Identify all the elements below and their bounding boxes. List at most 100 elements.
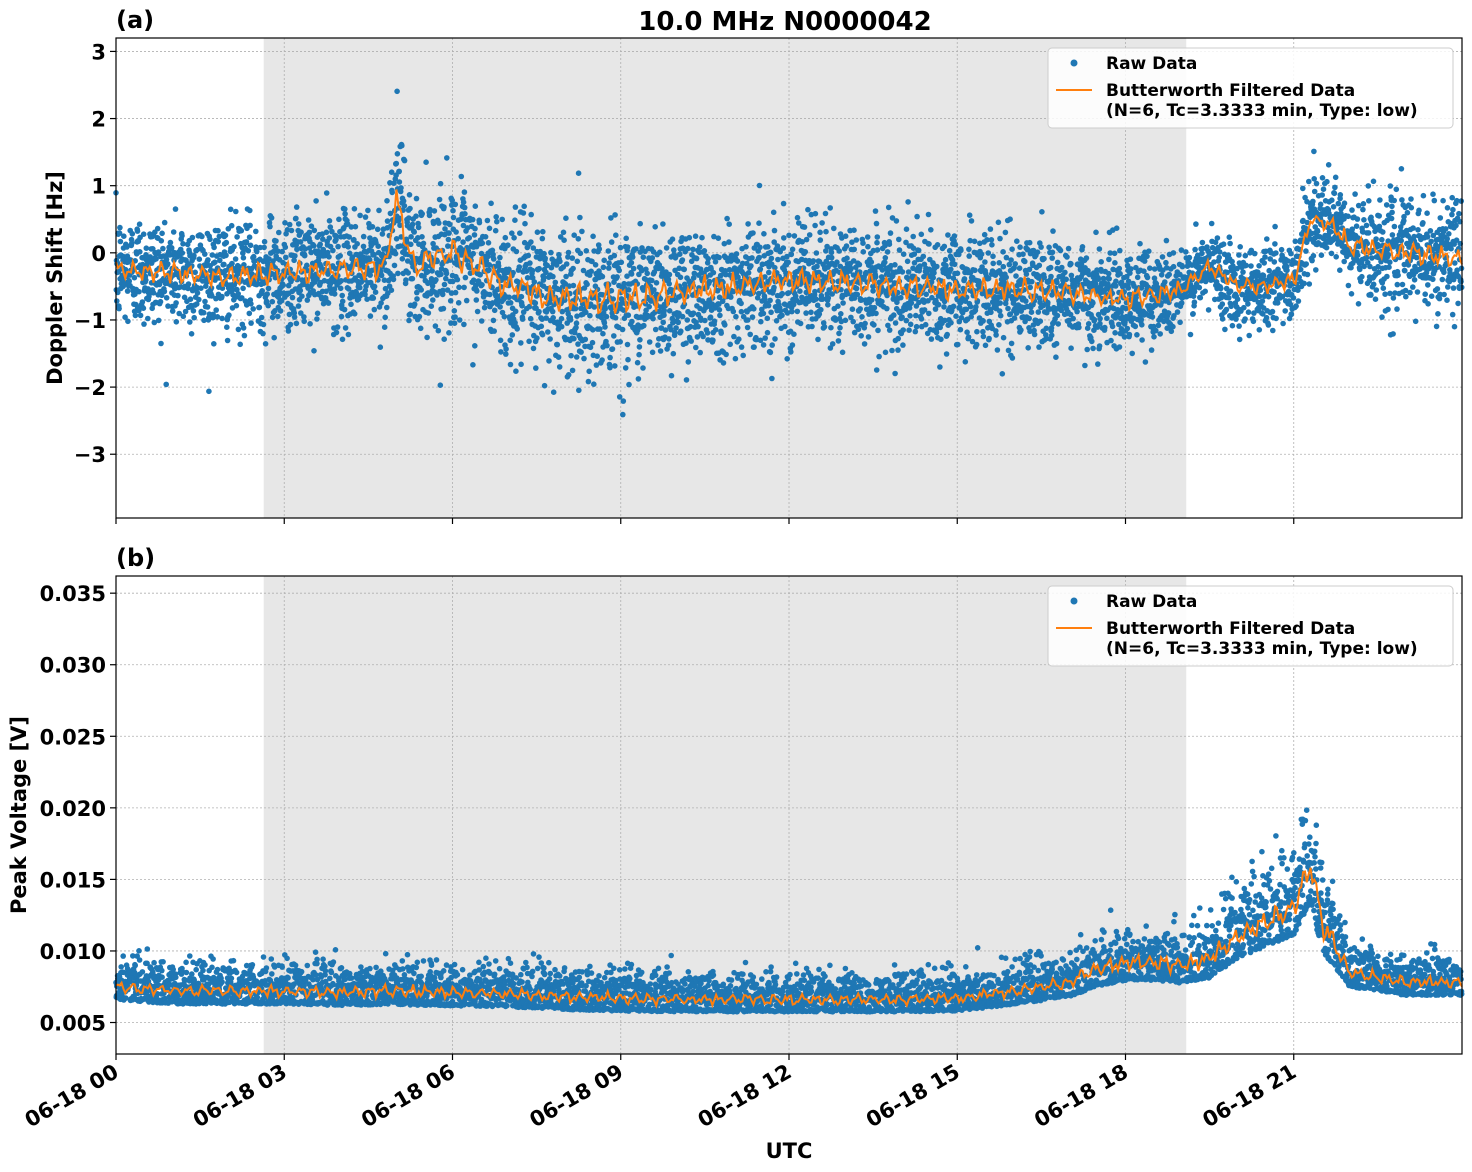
- raw-point: [637, 337, 643, 343]
- raw-point: [1216, 249, 1223, 255]
- raw-point: [1383, 202, 1390, 208]
- raw-point: [1035, 309, 1042, 315]
- raw-point: [141, 321, 147, 327]
- raw-point: [758, 318, 764, 325]
- raw-point: [453, 229, 459, 235]
- raw-point: [873, 220, 880, 227]
- raw-point: [876, 353, 882, 360]
- raw-point: [1109, 323, 1116, 330]
- raw-point: [1063, 276, 1069, 283]
- raw-point: [419, 211, 426, 217]
- raw-point: [270, 248, 277, 255]
- raw-point: [635, 376, 642, 382]
- raw-point: [185, 281, 192, 287]
- raw-point: [246, 234, 253, 240]
- raw-point: [390, 276, 397, 283]
- raw-point: [172, 281, 179, 287]
- raw-point: [241, 332, 248, 339]
- raw-point: [700, 333, 706, 340]
- raw-point: [565, 372, 572, 378]
- raw-point: [1097, 315, 1103, 322]
- raw-point: [835, 338, 842, 344]
- raw-point: [1163, 237, 1170, 244]
- raw-point: [618, 259, 625, 266]
- raw-point: [292, 253, 298, 259]
- raw-point: [757, 266, 764, 272]
- raw-point: [756, 182, 763, 189]
- raw-point: [1236, 323, 1242, 329]
- raw-point: [163, 381, 169, 388]
- raw-point: [1076, 324, 1082, 331]
- raw-point: [1248, 263, 1254, 269]
- raw-point: [137, 249, 143, 255]
- raw-point: [263, 298, 270, 305]
- raw-point: [1082, 362, 1088, 369]
- raw-point: [1271, 289, 1277, 295]
- raw-point: [844, 255, 850, 261]
- raw-point: [831, 225, 837, 232]
- raw-point: [408, 234, 414, 240]
- raw-point: [661, 307, 667, 314]
- raw-point: [374, 226, 381, 233]
- raw-point: [129, 240, 135, 246]
- raw-point: [1311, 176, 1317, 182]
- raw-point: [1364, 240, 1371, 247]
- raw-point: [472, 239, 479, 246]
- raw-point: [766, 269, 772, 276]
- raw-point: [765, 302, 772, 309]
- raw-point: [337, 253, 344, 259]
- raw-point: [444, 287, 451, 293]
- raw-point: [612, 212, 618, 218]
- raw-point: [246, 310, 253, 317]
- raw-point: [728, 294, 734, 300]
- raw-point: [1256, 263, 1262, 269]
- raw-point: [326, 253, 332, 260]
- raw-point: [1129, 350, 1135, 357]
- raw-point: [1345, 213, 1351, 220]
- raw-point: [427, 206, 433, 213]
- raw-point: [928, 227, 934, 233]
- raw-point: [229, 260, 235, 267]
- raw-point: [536, 308, 542, 315]
- raw-point: [306, 229, 313, 236]
- raw-point: [140, 305, 147, 312]
- raw-point: [547, 336, 553, 342]
- raw-point: [1192, 246, 1198, 253]
- raw-point: [542, 255, 548, 262]
- raw-point: [1303, 261, 1309, 267]
- raw-point: [784, 356, 790, 362]
- raw-point: [1232, 271, 1238, 278]
- raw-point: [505, 242, 511, 248]
- raw-point: [802, 249, 809, 255]
- raw-point: [470, 250, 477, 257]
- raw-point: [619, 326, 626, 333]
- raw-point: [320, 236, 326, 242]
- raw-point: [331, 286, 338, 292]
- raw-point: [265, 285, 272, 292]
- raw-point: [836, 248, 842, 254]
- raw-point: [1049, 249, 1056, 256]
- raw-point: [994, 347, 1001, 353]
- raw-point: [573, 324, 579, 331]
- raw-point: [583, 248, 590, 254]
- raw-point: [1333, 253, 1339, 260]
- raw-point: [926, 310, 932, 317]
- raw-point: [544, 262, 550, 269]
- raw-point: [1240, 269, 1246, 275]
- raw-point: [1197, 294, 1204, 301]
- raw-point: [788, 251, 795, 258]
- raw-point: [601, 257, 607, 264]
- raw-point: [961, 276, 968, 282]
- raw-point: [526, 338, 532, 345]
- raw-point: [117, 238, 124, 245]
- raw-point: [1379, 236, 1385, 243]
- raw-point: [173, 300, 179, 306]
- raw-point: [511, 235, 517, 241]
- raw-point: [981, 231, 988, 238]
- raw-point: [250, 306, 256, 312]
- raw-point: [734, 258, 741, 264]
- raw-point: [899, 269, 906, 275]
- raw-point: [780, 245, 787, 251]
- raw-point: [1388, 215, 1395, 222]
- raw-point: [514, 326, 520, 332]
